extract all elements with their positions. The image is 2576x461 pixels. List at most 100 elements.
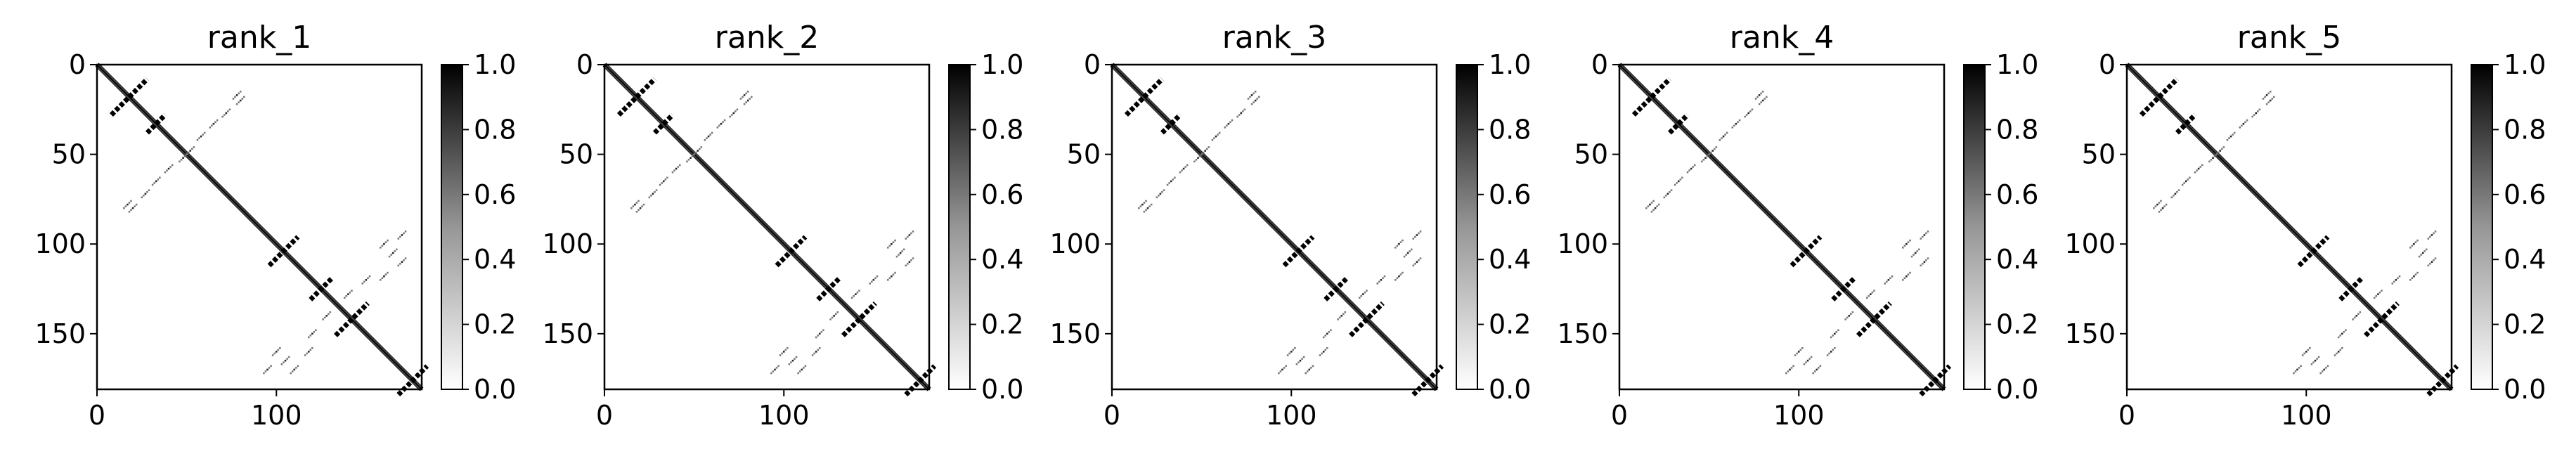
heatmap-contact-cell xyxy=(1402,271,1404,274)
heatmap-contact-cell xyxy=(1197,157,1199,160)
heatmap-contact-cell xyxy=(2174,193,2177,195)
heatmap-contact-cell xyxy=(664,178,667,181)
heatmap-contact-cell xyxy=(2343,331,2345,333)
heatmap-contact-cell xyxy=(690,157,692,160)
heatmap-contact-cell xyxy=(1721,137,1723,139)
heatmap-contact-cell xyxy=(1754,98,1757,100)
heatmap-contact-cell xyxy=(910,259,912,261)
heatmap-contact-cell xyxy=(716,126,719,129)
heatmap-contact-cell xyxy=(1796,352,1798,355)
colorbar-tick-label: 0.6 xyxy=(1489,179,1531,210)
heatmap-contact-cell xyxy=(1844,318,1846,320)
heatmap-contact-cell xyxy=(678,164,681,167)
heatmap-contact-cell xyxy=(1179,171,1182,174)
heatmap-contact-cell xyxy=(1256,98,1259,100)
colorbar-tick-label: 0.6 xyxy=(474,179,516,210)
heatmap-contact-cell xyxy=(1402,239,1404,242)
heatmap-contact-cell xyxy=(1806,359,1809,362)
heatmap-contact-cell xyxy=(635,211,638,213)
heatmap-contact-cell xyxy=(1832,349,1834,351)
heatmap-contact-cell xyxy=(2301,354,2304,356)
heatmap-contact-cell xyxy=(1193,160,1196,163)
heatmap-contact-cell xyxy=(1674,183,1676,186)
heatmap-contact-cell xyxy=(2199,166,2201,168)
heatmap-contact-cell xyxy=(819,347,821,349)
heatmap-contact-cell xyxy=(1693,164,1696,167)
heatmap-contact-cell xyxy=(2381,290,2383,292)
heatmap-contact-cell xyxy=(1292,349,1295,351)
heatmap-contact-cell xyxy=(141,196,143,199)
heatmap-contact-cell xyxy=(2341,332,2343,335)
heatmap-contact-cell xyxy=(1805,361,1807,363)
heatmap-contact-cell xyxy=(795,356,798,358)
heatmap-contact-cell xyxy=(2156,203,2158,206)
heatmap-contact-cell xyxy=(671,171,674,174)
heatmap-contact-cell xyxy=(1412,264,1415,267)
heatmap-contact-cell xyxy=(1218,131,1221,134)
heatmap-contact-cell xyxy=(1884,283,1886,285)
heatmap-contact-cell xyxy=(699,148,701,150)
heatmap-contact-cell xyxy=(774,368,776,371)
heatmap-contact-cell xyxy=(322,318,324,320)
heatmap-contact-cell xyxy=(2409,247,2412,249)
heatmap-contact-cell xyxy=(1338,316,1341,319)
heatmap-contact-cell xyxy=(1738,119,1741,122)
heatmap-contact-cell xyxy=(1416,234,1418,236)
heatmap-contact-cell xyxy=(171,164,174,167)
heatmap-contact-cell xyxy=(214,121,216,123)
colorbar-tick-label: 0.0 xyxy=(474,374,516,405)
heatmap-contact-cell xyxy=(1281,368,1283,371)
heatmap-contact-cell xyxy=(273,352,276,355)
colorbar-tick-label: 0.6 xyxy=(981,179,1023,210)
heatmap-contact-cell xyxy=(749,98,751,100)
heatmap-antidiagonal-2 xyxy=(2175,112,2197,135)
colorbar-tick-label: 1.0 xyxy=(1996,49,2038,80)
heatmap-contact-cell xyxy=(380,279,382,281)
heatmap-contact-cell xyxy=(1396,277,1399,280)
heatmap-contact-cell xyxy=(1719,138,1721,141)
heatmap-contact-cell xyxy=(1409,250,1411,252)
heatmap-contact-cell xyxy=(1681,176,1683,179)
heatmap-contact-cell xyxy=(833,315,835,317)
heatmap-contact-cell xyxy=(243,96,245,98)
heatmap-contact-cell xyxy=(2310,363,2313,365)
heatmap-contact-cell xyxy=(388,255,391,258)
heatmap-contact-cell xyxy=(1761,91,1764,93)
heatmap-contact-cell xyxy=(2413,275,2415,278)
heatmap-contact-cell xyxy=(2241,124,2243,127)
heatmap-contact-cell xyxy=(1161,190,1163,193)
heatmap-contact-cell xyxy=(2420,254,2422,256)
heatmap-contact-cell xyxy=(1927,257,1929,259)
heatmap-contact-cell xyxy=(723,119,726,122)
heatmap-contact-cell xyxy=(908,234,911,236)
heatmap-contact-cell xyxy=(1846,316,1849,319)
heatmap-contact-cell xyxy=(2433,232,2435,235)
heatmap-contact-cell xyxy=(895,255,898,258)
heatmap-contact-cell xyxy=(888,245,891,247)
heatmap-contact-cell xyxy=(905,264,907,267)
heatmap-contact-cell xyxy=(1722,135,1725,138)
heatmap-contact-cell xyxy=(164,171,167,174)
heatmap-diagonal-upper-shade xyxy=(2128,64,2452,389)
heatmap-contact-cell xyxy=(691,155,694,157)
heatmap-contact-cell xyxy=(2312,361,2315,363)
heatmap-contact-cell xyxy=(1405,254,1407,256)
heatmap-contact-cell xyxy=(399,263,401,265)
heatmap-contact-cell xyxy=(720,122,723,125)
heatmap-contact-cell xyxy=(1912,254,1915,256)
heatmap-contact-cell xyxy=(307,351,310,353)
heatmap-contact-cell xyxy=(1258,96,1260,98)
panel-3: rank_3 0 50 100 150 0 100 0.0 0.2 0.4 0.6 0.8 1.0 xyxy=(1049,20,1531,431)
y-tick-label: 0 xyxy=(576,49,593,80)
heatmap-contact-cell xyxy=(677,166,679,168)
y-tick-label: 100 xyxy=(2064,228,2116,259)
heatmap-contact-cell xyxy=(202,134,204,136)
colorbar-tick-label: 0.2 xyxy=(2504,309,2546,340)
heatmap-contact-cell xyxy=(367,277,369,280)
heatmap-contact-cell xyxy=(1715,146,1718,148)
heatmap-contact-cell xyxy=(1652,209,1655,212)
colorbar-tick-label: 0.0 xyxy=(1489,374,1531,405)
heatmap-contact-cell xyxy=(1758,94,1761,96)
heatmap-contact-cell xyxy=(891,275,893,278)
heatmap-contact-cell xyxy=(1326,347,1328,349)
